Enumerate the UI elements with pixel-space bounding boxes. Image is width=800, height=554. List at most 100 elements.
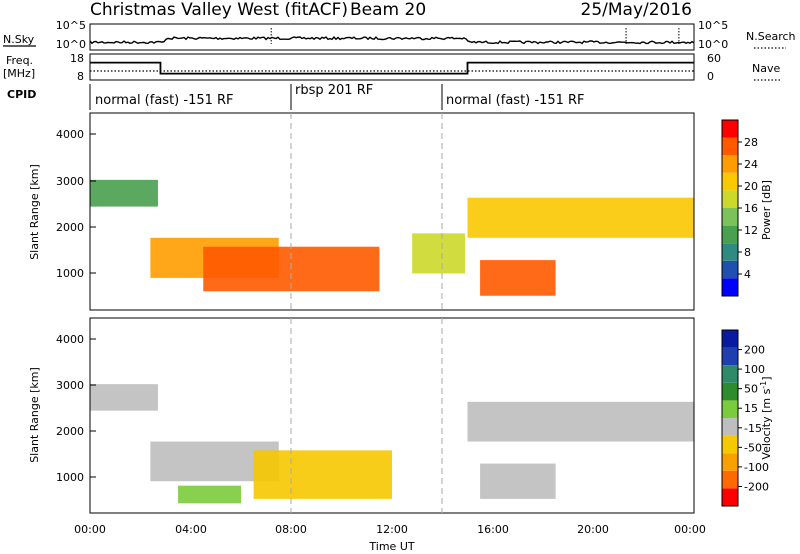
x-tick-1: 04:00 bbox=[175, 523, 207, 536]
freq-panel: Freq. [MHz] 18 8 60 0 Nave bbox=[3, 52, 780, 83]
colorbar-swatch bbox=[722, 278, 738, 296]
echo-region bbox=[90, 384, 158, 411]
colorbar-tick-label: -15 bbox=[744, 422, 762, 435]
echo-region bbox=[253, 450, 392, 499]
x-tick-0: 00:00 bbox=[74, 523, 106, 536]
x-tick-3: 12:00 bbox=[376, 523, 408, 536]
colorbar-swatch bbox=[722, 400, 738, 418]
nsky-trace bbox=[89, 36, 695, 45]
freq-tick-bottom: 8 bbox=[77, 70, 84, 83]
freq-trace bbox=[90, 61, 694, 75]
colorbar-tick-label: 12 bbox=[744, 224, 758, 237]
colorbar-tick-label: 20 bbox=[744, 180, 758, 193]
power-y-tick-4000: 4000 bbox=[56, 128, 84, 141]
power-colorbar-label: Power [dB] bbox=[760, 180, 773, 240]
colorbar-tick-label: -200 bbox=[744, 480, 769, 493]
power-colorbar: 28 24 20 16 12 8 4 Power [dB] bbox=[721, 119, 773, 297]
echo-region bbox=[178, 485, 241, 504]
cpid-segment-1: normal (fast) -151 RF bbox=[95, 93, 234, 108]
cpid-segment-3: normal (fast) -151 RF bbox=[446, 93, 585, 108]
echo-region bbox=[90, 179, 158, 207]
colorbar-swatch bbox=[722, 190, 738, 208]
velocity-y-ticks: 4000 3000 2000 1000 bbox=[56, 333, 96, 484]
velocity-colorbar: 200 100 50 15 -15 -50 -100 -200 Velocity [m s-1… bbox=[721, 329, 773, 507]
colorbar-tick-label: 16 bbox=[744, 202, 758, 215]
velocity-colorbar-label: Velocity [m s-1] bbox=[759, 376, 773, 459]
beam-label: Beam 20 bbox=[350, 0, 426, 20]
colorbar-swatch bbox=[722, 172, 738, 191]
x-tick-5: 20:00 bbox=[577, 523, 609, 536]
x-axis-label: Time UT bbox=[368, 540, 414, 553]
colorbar-tick-label: 100 bbox=[744, 363, 765, 376]
colorbar-swatch bbox=[722, 365, 738, 383]
colorbar-swatch bbox=[722, 208, 738, 226]
velocity-echoes bbox=[90, 384, 694, 504]
velocity-y-tick-2000: 2000 bbox=[56, 425, 84, 438]
power-y-tick-1000: 1000 bbox=[56, 267, 84, 280]
colorbar-swatch bbox=[722, 120, 738, 138]
colorbar-tick-label: 15 bbox=[744, 402, 758, 415]
date-label: 25/May/2016 bbox=[581, 0, 693, 20]
power-panel: 4000 3000 2000 1000 Slant Range [km] bbox=[28, 112, 695, 311]
colorbar-tick-label: 28 bbox=[744, 136, 758, 149]
velocity-ylabel: Slant Range [km] bbox=[28, 367, 41, 463]
velocity-y-tick-1000: 1000 bbox=[56, 471, 84, 484]
velocity-panel: 4000 3000 2000 1000 Slant Range [km] bbox=[28, 317, 695, 514]
velocity-y-tick-4000: 4000 bbox=[56, 333, 84, 346]
power-colorbar-ticks: 28 24 20 16 12 8 4 bbox=[738, 136, 758, 281]
nsky-label: N.Sky bbox=[3, 33, 35, 46]
cpid-row: CPID normal (fast) -151 RF rbsp 201 RF n… bbox=[7, 83, 585, 110]
colorbar-swatch bbox=[722, 347, 738, 366]
colorbar-tick-label: 50 bbox=[744, 383, 758, 396]
colorbar-swatch bbox=[722, 243, 738, 261]
colorbar-swatch bbox=[722, 225, 738, 244]
echo-region bbox=[480, 463, 556, 499]
velocity-y-tick-3000: 3000 bbox=[56, 379, 84, 392]
nave-label: Nave bbox=[752, 62, 780, 75]
power-y-tick-3000: 3000 bbox=[56, 175, 84, 188]
nsky-tick-bottom: 10^0 bbox=[56, 38, 86, 51]
x-tick-4: 16:00 bbox=[477, 523, 509, 536]
power-echoes bbox=[90, 179, 694, 296]
x-tick-6: 00:00 bbox=[674, 523, 706, 536]
colorbar-tick-label: -50 bbox=[744, 441, 762, 454]
velocity-colorbar-ticks: 200 100 50 15 -15 -50 -100 -200 bbox=[738, 344, 769, 493]
power-ylabel: Slant Range [km] bbox=[28, 164, 41, 260]
echo-region bbox=[412, 233, 465, 274]
nsky-spikes bbox=[270, 28, 680, 44]
colorbar-swatch bbox=[722, 470, 738, 489]
colorbar-swatch bbox=[722, 382, 738, 401]
colorbar-tick-label: 4 bbox=[744, 268, 751, 281]
nave-tick-top: 60 bbox=[707, 52, 721, 65]
colorbar-swatch bbox=[722, 260, 738, 279]
freq-unit: [MHz] bbox=[3, 67, 35, 80]
nsky-tick-top: 10^5 bbox=[56, 19, 86, 32]
x-tick-2: 08:00 bbox=[275, 523, 307, 536]
cpid-label: CPID bbox=[7, 88, 36, 101]
colorbar-swatch bbox=[722, 435, 738, 454]
echo-region bbox=[467, 401, 694, 442]
colorbar-tick-label: 8 bbox=[744, 246, 751, 259]
colorbar-swatch bbox=[722, 453, 738, 471]
echo-region bbox=[467, 197, 694, 238]
colorbar-tick-label: -100 bbox=[744, 461, 769, 474]
freq-label: Freq. bbox=[6, 54, 33, 67]
power-y-tick-2000: 2000 bbox=[56, 221, 84, 234]
x-axis-ticks: 00:00 04:00 08:00 12:00 16:00 20:00 00:0… bbox=[74, 523, 706, 536]
cpid-segment-2: rbsp 201 RF bbox=[295, 83, 373, 98]
colorbar-swatch bbox=[722, 330, 738, 348]
echo-region bbox=[480, 260, 556, 296]
colorbar-tick-label: 200 bbox=[744, 344, 765, 357]
colorbar-swatch bbox=[722, 418, 738, 436]
nsearch-tick-bottom: 10^0 bbox=[698, 38, 728, 51]
nsearch-label: N.Search bbox=[746, 30, 796, 43]
nsearch-tick-top: 10^5 bbox=[698, 19, 728, 32]
figure-title: Christmas Valley West (fitACF) bbox=[90, 0, 348, 20]
colorbar-swatch bbox=[722, 488, 738, 506]
power-y-ticks: 4000 3000 2000 1000 bbox=[56, 128, 96, 280]
colorbar-tick-label: 24 bbox=[744, 158, 758, 171]
colorbar-swatch bbox=[722, 137, 738, 156]
nave-tick-bottom: 0 bbox=[707, 70, 714, 83]
nsky-panel: N.Sky 10^5 10^0 10^5 10^0 N.Search bbox=[3, 19, 796, 51]
